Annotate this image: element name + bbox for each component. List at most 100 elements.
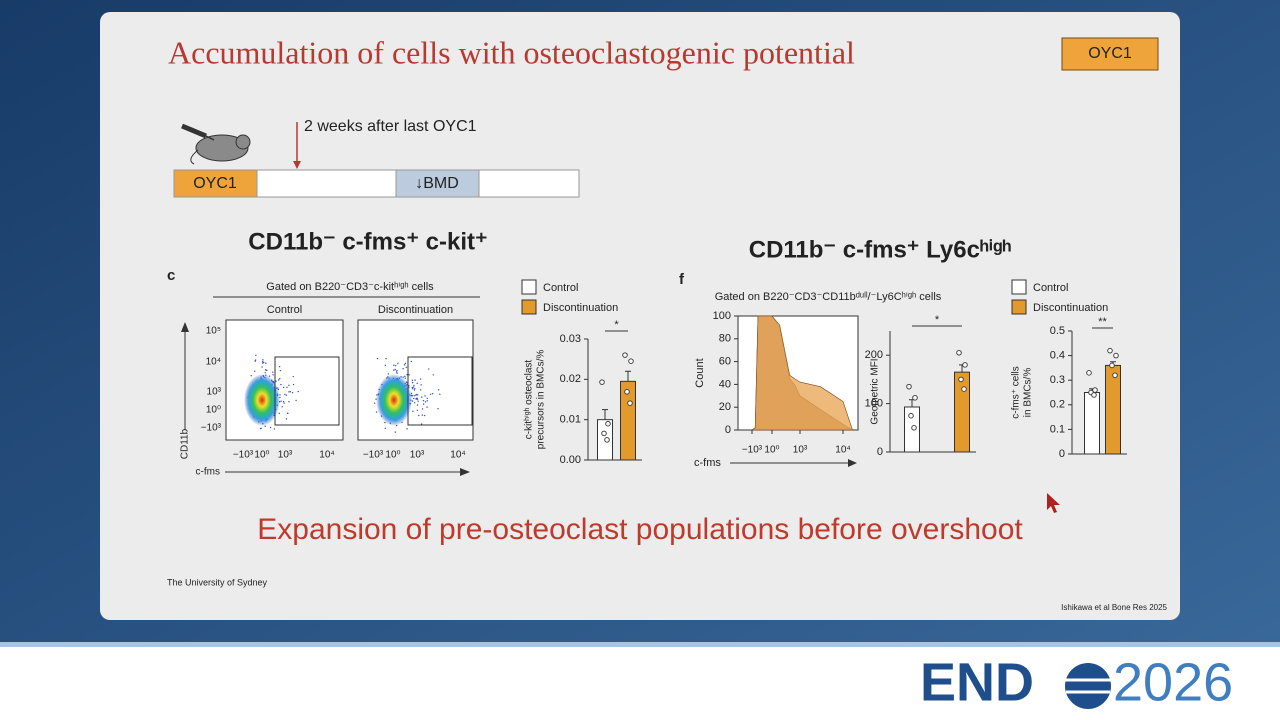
panel-heading: CD11b⁻ c-fms⁺ c-kit⁺: [248, 228, 487, 255]
flow-event: [393, 364, 395, 366]
flow-event: [292, 375, 294, 378]
data-point: [628, 358, 634, 364]
flow-event: [269, 426, 272, 429]
y-axis-label: c-kitʰⁱᵍʰ osteoclast: [524, 360, 535, 440]
flow-plot-frame: [357, 319, 474, 441]
flow-event: [387, 373, 390, 375]
flow-event: [262, 359, 264, 361]
flow-event: [439, 393, 441, 396]
slide: [100, 12, 1180, 620]
data-point: [604, 437, 610, 443]
flow-event: [412, 410, 414, 412]
timeline-readout-label: ↓BMD: [415, 175, 459, 192]
mouse-icon: [181, 123, 251, 165]
legend-swatch: [1011, 279, 1027, 295]
flow-y-tick-label: 10⁰: [206, 405, 221, 416]
data-point: [1086, 370, 1092, 376]
flow-event: [275, 380, 277, 382]
y-tick-label: 100: [865, 398, 883, 410]
flow-event: [421, 414, 424, 416]
y-tick-label: 0.03: [560, 333, 581, 345]
legend-swatch: [521, 299, 537, 315]
gating-label: Gated on B220⁻CD3⁻c-kitʰⁱᵍʰ cells: [266, 281, 434, 293]
flow-event: [404, 375, 406, 378]
logo-right: 2026: [1113, 652, 1233, 712]
flow-event: [278, 412, 280, 415]
y-axis-label: Count: [694, 358, 706, 387]
flow-event: [422, 399, 425, 402]
flow-event: [424, 401, 427, 403]
flow-event: [422, 403, 425, 405]
data-point: [908, 412, 914, 419]
flow-event: [419, 378, 422, 380]
legend-label: Control: [543, 282, 578, 294]
flow-event: [292, 383, 295, 386]
flow-event: [283, 402, 285, 404]
flow-event: [415, 398, 417, 400]
data-point: [1092, 387, 1098, 393]
flow-event: [411, 400, 414, 402]
flow-event: [295, 399, 297, 402]
caption: Expansion of pre-osteoclast populations …: [257, 513, 1023, 546]
flow-event: [278, 366, 281, 368]
flow-x-tick-label: −10³: [363, 450, 384, 461]
flow-event: [431, 393, 434, 395]
flow-event: [413, 389, 416, 391]
flow-event: [285, 418, 288, 420]
flow-event: [264, 372, 266, 374]
y-tick-label: 200: [865, 349, 883, 361]
significance-label: *: [935, 314, 940, 326]
flow-event: [285, 394, 288, 396]
data-point: [1107, 347, 1113, 354]
histogram-area: [751, 315, 853, 431]
affiliation: The University of Sydney: [167, 577, 268, 587]
y-axis-label: precursors in BMCs/%: [536, 350, 547, 450]
y-axis-label: c-fms⁺ cells: [1011, 366, 1022, 419]
flow-density: [244, 374, 280, 426]
legend-label: Discontinuation: [1033, 302, 1108, 314]
y-tick-label: 0: [1059, 448, 1065, 460]
flow-event: [416, 404, 419, 406]
flow-y-tick-label: 10³: [207, 387, 222, 398]
flow-event: [376, 357, 379, 360]
flow-event: [396, 372, 398, 374]
y-tick-label: 0.01: [560, 414, 581, 426]
flow-y-tick-label: 10⁴: [206, 357, 221, 368]
flow-event: [395, 371, 398, 373]
flow-event: [420, 384, 422, 386]
flow-event: [288, 384, 290, 387]
flow-event: [288, 391, 290, 393]
flow-event: [277, 379, 280, 381]
flow-event: [402, 368, 404, 370]
y-tick-label: 20: [719, 401, 731, 413]
flow-event: [437, 389, 440, 391]
flow-x-tick-label: 10³: [410, 450, 425, 461]
flow-event: [272, 374, 274, 376]
data-point: [906, 383, 912, 390]
y-axis-label: Geometric MFI: [870, 358, 881, 424]
axis-arrowhead: [181, 322, 189, 332]
legend-swatch: [1011, 299, 1027, 315]
flow-event: [262, 361, 265, 364]
flow-x-tick-label: 10⁴: [319, 450, 334, 461]
flow-event: [396, 369, 398, 372]
badge-label: OYC1: [1088, 45, 1132, 62]
data-point: [912, 394, 918, 401]
flow-event: [406, 428, 408, 430]
flow-event: [432, 374, 435, 376]
flow-event: [403, 364, 406, 366]
flow-event: [419, 389, 422, 391]
footer-stripe: [0, 642, 1280, 647]
flow-event: [421, 396, 423, 398]
flow-event: [417, 400, 419, 402]
legend-label: Control: [1033, 282, 1068, 294]
flow-event: [255, 354, 257, 357]
flow-event: [288, 401, 290, 403]
x-tick-label: 10³: [793, 445, 808, 456]
flow-x-tick-label: −10³: [233, 450, 254, 461]
flow-event: [413, 402, 416, 404]
flow-event: [428, 368, 430, 370]
y-tick-label: 0.2: [1050, 399, 1065, 411]
flow-event: [426, 400, 428, 402]
